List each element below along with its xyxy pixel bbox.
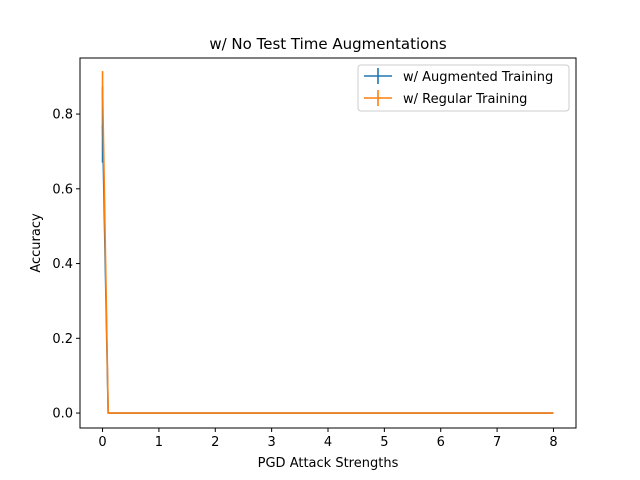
x-tick-label: 4 [324, 435, 332, 450]
y-tick-label: 0.6 [52, 182, 73, 197]
legend-label: w/ Augmented Training [403, 70, 553, 85]
plot-area [101, 71, 554, 414]
x-tick-label: 6 [437, 435, 445, 450]
legend: w/ Augmented Training w/ Regular Training [357, 64, 570, 112]
y-tick-label: 0.4 [52, 257, 73, 272]
x-tick-label: 8 [549, 435, 557, 450]
x-tick-label: 2 [211, 435, 219, 450]
x-axis: 0 1 2 3 4 5 6 7 8 [98, 428, 558, 450]
x-axis-title: PGD Attack Strengths [258, 456, 399, 471]
y-axis-title: Accuracy [29, 213, 44, 273]
series-line-2 [101, 86, 554, 414]
x-tick-label: 1 [155, 435, 163, 450]
chart-title: w/ No Test Time Augmentations [209, 35, 446, 53]
y-tick-label: 0.2 [52, 332, 73, 347]
y-tick-label: 0.8 [52, 108, 73, 123]
x-tick-label: 3 [267, 435, 275, 450]
y-axis: 0.0 0.2 0.4 0.6 0.8 [52, 108, 80, 422]
x-tick-label: 0 [98, 435, 106, 450]
legend-label: w/ Regular Training [403, 92, 527, 107]
legend-box [357, 64, 570, 112]
x-tick-label: 7 [493, 435, 501, 450]
y-tick-label: 0.0 [52, 407, 73, 422]
x-tick-label: 5 [380, 435, 388, 450]
